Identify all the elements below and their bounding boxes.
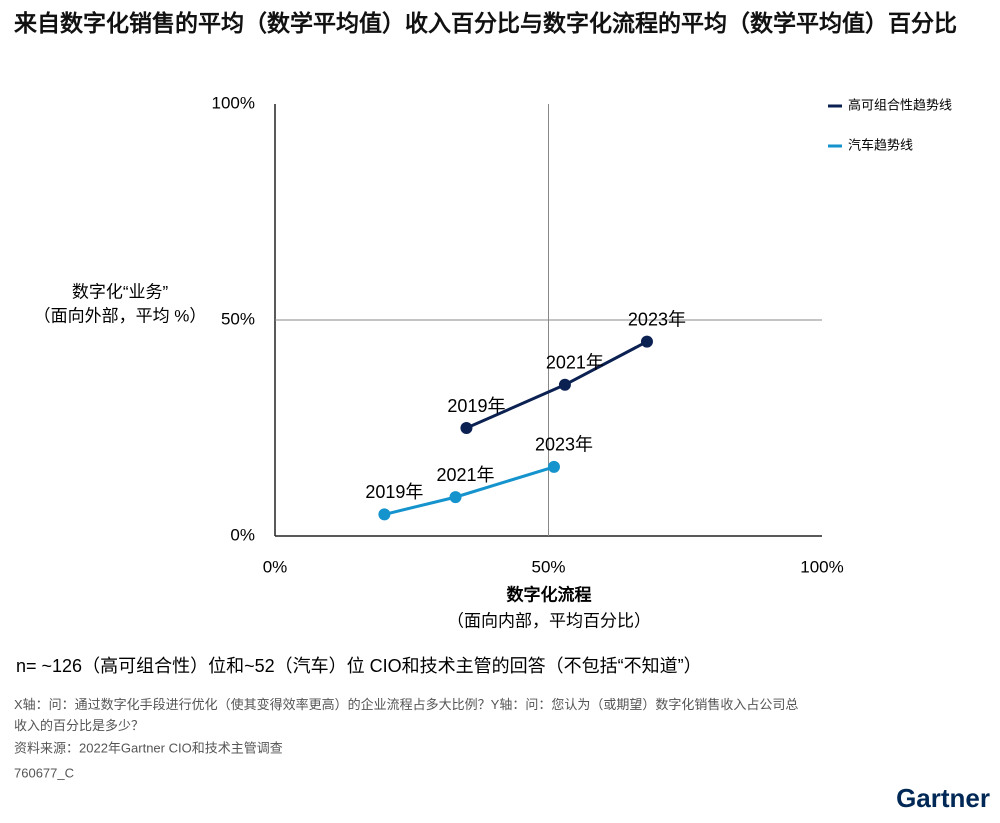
x-axis-label: （面向内部，平均百分比） <box>447 611 651 630</box>
x-axis-label: 数字化流程 <box>507 584 592 604</box>
point <box>547 460 560 473</box>
legend-label: 汽车趋势线 <box>848 137 913 152</box>
question-note: X轴：问：通过数字化手段进行优化（使其变得效率更高）的企业流程占多大比例？Y轴：… <box>14 697 799 733</box>
x-tick-label: 100% <box>800 557 843 576</box>
point-label: 2019年 <box>365 482 423 502</box>
point-label: 2023年 <box>628 309 686 329</box>
y-axis-label: （面向外部，平均 %） <box>34 306 207 325</box>
point <box>640 335 653 348</box>
point <box>449 491 462 504</box>
x-tick-label: 50% <box>531 557 565 576</box>
legend-label: 高可组合性趋势线 <box>848 97 952 112</box>
code: 760677_C <box>14 765 74 780</box>
y-tick-label: 0% <box>230 525 255 544</box>
sample-note: n= ~126（高可组合性）位和~52（汽车）位 CIO和技术主管的回答（不包括… <box>16 656 702 676</box>
chart-title: 来自数字化销售的平均（数学平均值）收入百分比与数字化流程的平均（数学平均值）百分… <box>14 10 957 36</box>
x-tick-label: 0% <box>263 557 288 576</box>
y-tick-label: 50% <box>221 309 255 328</box>
point-label: 2023年 <box>535 435 593 455</box>
source: 资料来源：2022年Gartner CIO和技术主管调查 <box>14 740 283 755</box>
y-tick-label: 100% <box>212 93 255 112</box>
y-axis-label: 数字化“业务” <box>72 282 169 301</box>
point <box>558 378 571 391</box>
point-label: 2021年 <box>436 465 494 485</box>
logo: Gartner <box>896 783 990 813</box>
point-label: 2019年 <box>447 396 505 416</box>
point-label: 2021年 <box>546 353 604 373</box>
point <box>460 422 473 434</box>
point <box>378 508 391 521</box>
